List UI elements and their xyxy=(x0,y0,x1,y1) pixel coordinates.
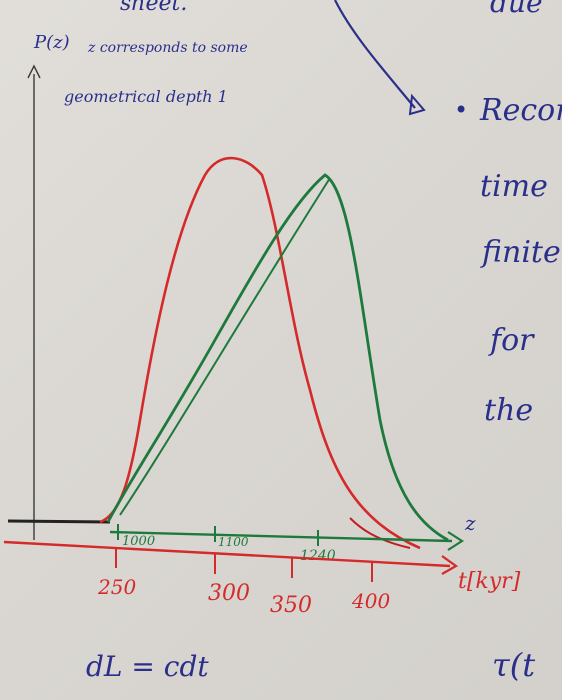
red-distribution-curve xyxy=(99,156,421,550)
z-axis-arrowhead xyxy=(447,531,465,551)
right-note-line-4: for xyxy=(488,323,535,358)
note-line-1: z corresponds to some xyxy=(87,40,248,56)
t-tick-label: 400 xyxy=(351,589,390,613)
t-tick-label: 300 xyxy=(208,581,250,606)
right-note-line-2: time xyxy=(480,169,548,204)
z-tick-label: 1100 xyxy=(218,535,249,549)
right-note-line-3: finite xyxy=(480,235,561,270)
green-curve-overstroke xyxy=(119,177,331,516)
z-axis-label: z xyxy=(464,511,476,535)
red-curve-tail-stroke xyxy=(349,517,411,549)
t-axis-line xyxy=(3,540,451,568)
t-axis-arrowhead xyxy=(441,555,459,575)
y-axis-label: P(z) xyxy=(33,32,70,53)
annotation-arrow-line xyxy=(334,0,416,109)
z-tick-label: 1240 xyxy=(300,548,336,564)
bottom-formula: dL = cdt xyxy=(86,650,209,683)
green-distribution-curve xyxy=(106,173,449,542)
z-axis-line xyxy=(109,530,453,543)
bottom-cutoff-text: τ(t xyxy=(492,646,535,684)
y-axis-arrowhead xyxy=(27,64,41,79)
baseline-curve xyxy=(7,519,111,524)
annotation-arrowhead xyxy=(408,93,426,116)
right-note-bullet: • xyxy=(454,96,468,124)
note-line-2: geometrical depth 1 xyxy=(64,87,228,106)
right-note-line-5: the xyxy=(484,393,533,428)
top-cutoff-text-right: due xyxy=(490,0,543,19)
t-tick-label: 250 xyxy=(97,575,136,599)
t-tick-label: 350 xyxy=(270,593,312,618)
right-note-line-1: Recom xyxy=(479,93,562,128)
top-cutoff-text-left: sheet. xyxy=(120,0,187,16)
z-tick-label: 1000 xyxy=(122,534,155,549)
t-axis-label: t[kyr] xyxy=(458,569,521,594)
